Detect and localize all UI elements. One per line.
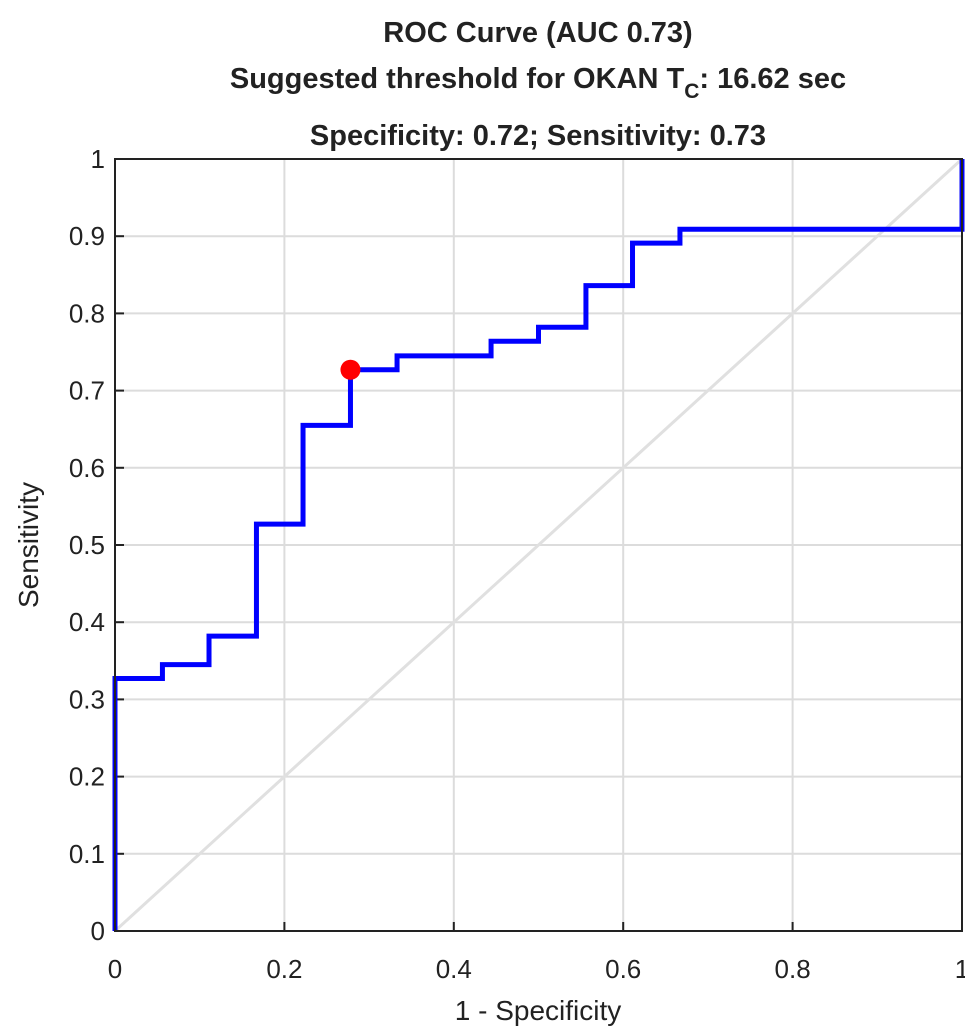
y-tick-label: 0.5 — [69, 530, 105, 560]
x-tick-label: 0.4 — [436, 954, 472, 984]
roc-curve — [112, 159, 965, 931]
y-axis-label: Sensitivity — [13, 482, 44, 608]
y-tick-label: 0.4 — [69, 607, 105, 637]
title-line: ROC Curve (AUC 0.73) — [383, 17, 692, 49]
y-tick-label: 0.2 — [69, 762, 105, 792]
plot-frame — [114, 158, 963, 932]
y-tick-label: 0.6 — [69, 453, 105, 483]
title-subscript: C — [684, 80, 699, 103]
y-tick-label: 1 — [91, 144, 105, 174]
x-tick-label: 0.2 — [266, 954, 302, 984]
y-tick-label: 0.8 — [69, 298, 105, 328]
y-tick-label: 0.3 — [69, 684, 105, 714]
x-tick-label: 0.6 — [605, 954, 641, 984]
title-line: Specificity: 0.72; Sensitivity: 0.73 — [310, 120, 766, 152]
reference-line — [113, 157, 964, 933]
y-tick-label: 0.9 — [69, 221, 105, 251]
title-line: Suggested threshold for OKAN TC: 16.62 s… — [230, 63, 846, 103]
x-tick-label: 0.8 — [775, 954, 811, 984]
title-text: Suggested threshold for OKAN T — [230, 63, 685, 95]
y-tick-label: 0.1 — [69, 839, 105, 869]
x-tick-label: 1 — [955, 954, 965, 984]
y-tick-label: 0 — [91, 916, 105, 946]
threshold-point — [340, 359, 361, 380]
title-text: : 16.62 sec — [699, 63, 846, 95]
x-tick-label: 0 — [108, 954, 122, 984]
y-tick-label: 0.7 — [69, 376, 105, 406]
x-axis-label: 1 - Specificity — [455, 995, 622, 1026]
